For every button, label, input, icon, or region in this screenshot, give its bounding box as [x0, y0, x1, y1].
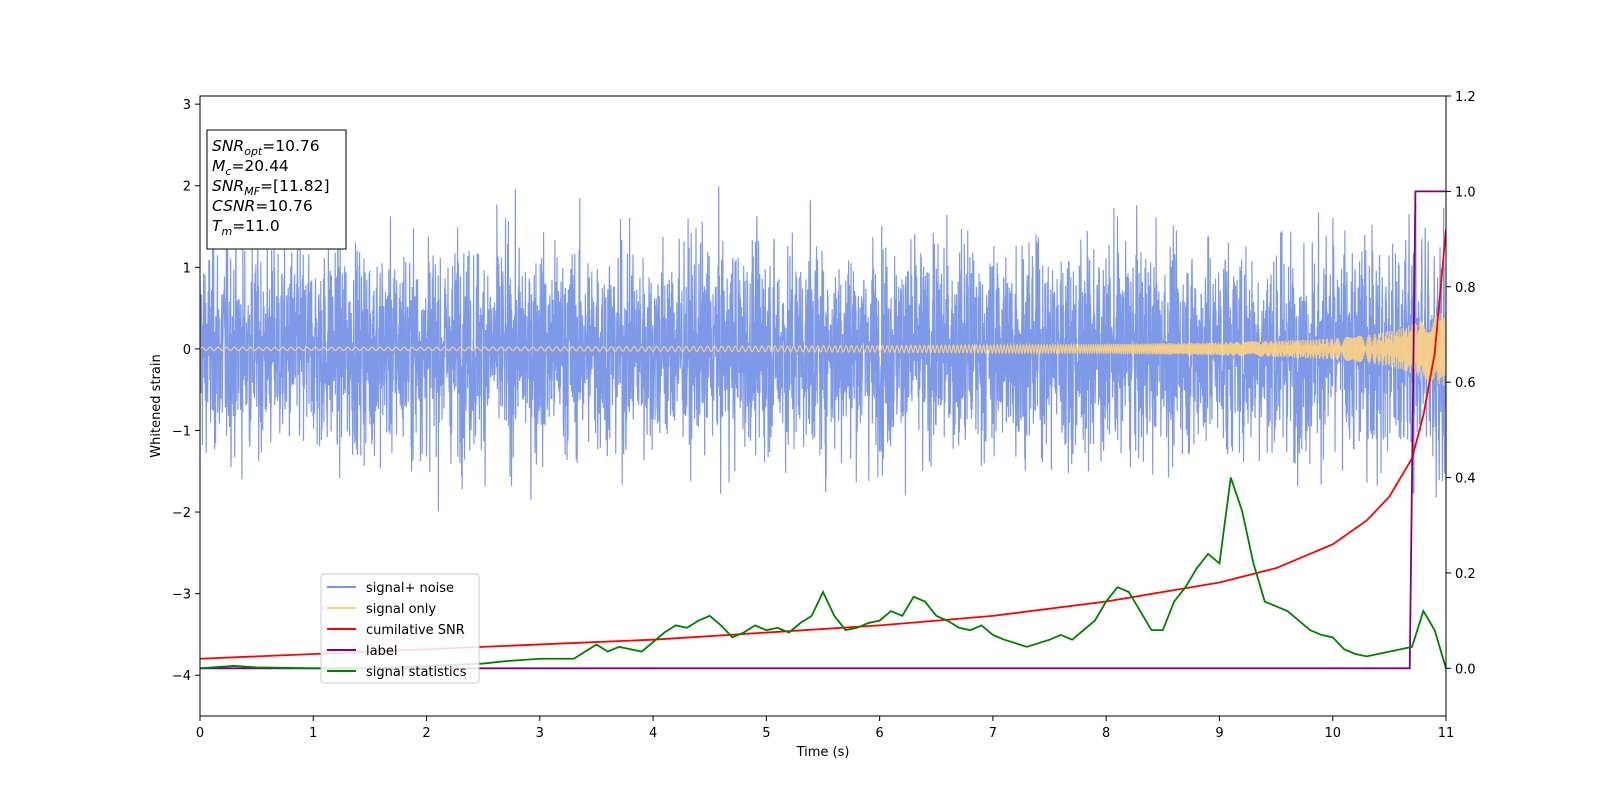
x-tick-label: 7	[989, 726, 997, 741]
x-tick-label: 5	[762, 726, 770, 741]
annotation-line: Mc=20.44	[212, 157, 289, 178]
y2-tick-label: 0.8	[1455, 281, 1476, 296]
legend-label: signal only	[366, 602, 436, 617]
y-tick-label: −1	[172, 424, 191, 439]
y-tick-label: 3	[183, 98, 191, 113]
x-tick-label: 9	[1215, 726, 1223, 741]
y-tick-label: −4	[172, 669, 191, 684]
y-tick-label: −3	[172, 588, 191, 603]
annotation-variable: T	[212, 217, 223, 235]
annotation-line: SNRopt=10.76	[212, 137, 320, 158]
annotation-value: =[11.82]	[260, 177, 329, 195]
x-tick-label: 8	[1102, 726, 1110, 741]
plot-frame	[199, 95, 1447, 717]
x-tick-label: 11	[1438, 726, 1455, 741]
y-axis-right: 0.0 0.2 0.4 0.6 0.8 1.0 1.2	[1446, 90, 1476, 677]
series-signal-statistics	[200, 477, 1446, 670]
legend: signal+ noise signal only cumilative SNR la…	[320, 573, 480, 684]
annotation-line: SNRMF=[11.82]	[212, 177, 330, 198]
plot-series-group	[200, 186, 1446, 670]
y2-tick-label: 1.0	[1455, 185, 1476, 200]
annotation-line: Tm=11.0	[212, 217, 280, 238]
x-axis-label: Time (s)	[796, 745, 850, 760]
y2-tick-label: 1.2	[1455, 90, 1476, 105]
annotation-value: =10.76	[262, 137, 319, 155]
legend-label: cumilative SNR	[366, 623, 465, 638]
series-label	[200, 190, 1446, 670]
annotation-variable: M	[212, 157, 225, 175]
y-tick-label: 2	[183, 180, 191, 195]
x-tick-label: 6	[875, 726, 883, 741]
y-axis-label: Whitened strain	[149, 354, 164, 457]
annotation-value: =11.0	[232, 217, 280, 235]
series-signal-plus-noise	[200, 186, 1446, 512]
x-tick-label: 2	[422, 726, 430, 741]
annotation-subscript: MF	[244, 185, 260, 198]
y2-tick-label: 0.6	[1455, 376, 1476, 391]
x-axis: 0 1 2 3 4 5 6 7 8 9 10 11	[196, 716, 1454, 741]
annotation-subscript: opt	[244, 145, 263, 158]
x-tick-label: 4	[649, 726, 657, 741]
x-tick-label: 3	[536, 726, 544, 741]
annotation-variable: SNR	[212, 137, 244, 155]
legend-label: signal statistics	[366, 665, 467, 680]
y2-tick-label: 0.0	[1455, 662, 1476, 677]
x-tick-label: 10	[1324, 726, 1341, 741]
series-signal-only	[200, 312, 1446, 386]
x-tick-label: 0	[196, 726, 204, 741]
annotation-variable: SNR	[212, 177, 244, 195]
annotation-value: =10.76	[255, 197, 312, 215]
y2-tick-label: 0.4	[1455, 472, 1476, 487]
y-axis-left: −4 −3 −2 −1 0 1 2 3	[172, 98, 200, 684]
y-tick-label: 0	[183, 343, 191, 358]
annotation-frame	[206, 129, 347, 250]
annotation-value: =20.44	[231, 157, 288, 175]
x-tick-label: 1	[309, 726, 317, 741]
annotation-subscript: m	[221, 225, 232, 238]
y-tick-label: −2	[172, 506, 191, 521]
legend-frame	[320, 573, 480, 684]
annotation-line: CSNR=10.76	[212, 197, 313, 215]
annotation-subscript: c	[225, 165, 231, 178]
annotation-box: SNRopt=10.76Mc=20.44SNRMF=[11.82]CSNR=10…	[206, 129, 347, 250]
y-tick-label: 1	[183, 261, 191, 276]
y2-tick-label: 0.2	[1455, 567, 1476, 582]
annotation-variable: CSNR	[212, 197, 255, 215]
legend-label: signal+ noise	[366, 581, 454, 596]
legend-label: label	[366, 644, 397, 659]
